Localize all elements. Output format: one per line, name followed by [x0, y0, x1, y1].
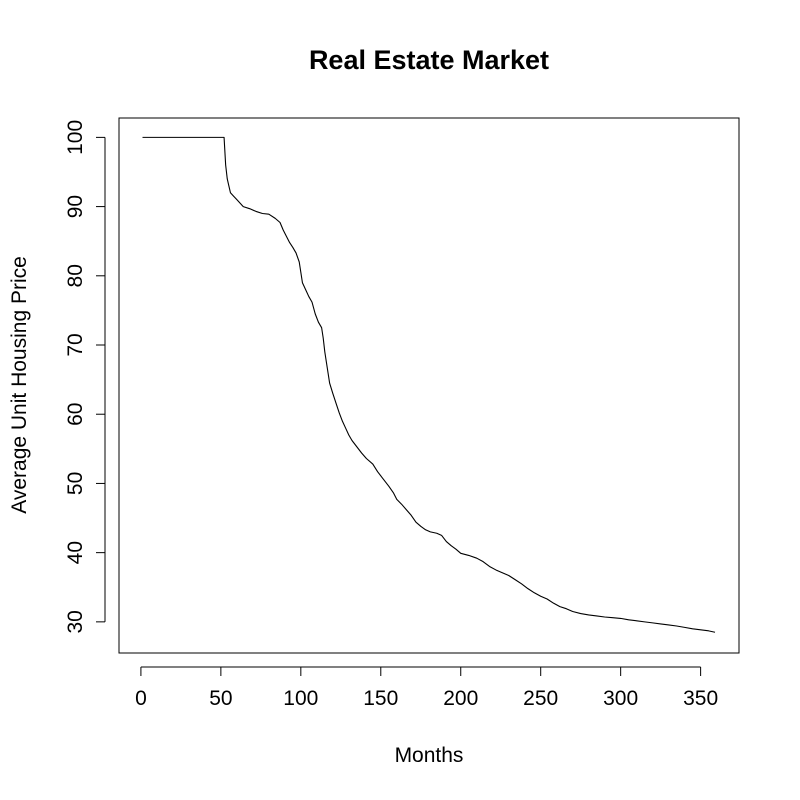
- y-axis: 30 40 50 60 70 80 90 100: [64, 120, 106, 634]
- x-tick-label: 50: [209, 687, 232, 710]
- y-tick-label: 40: [64, 541, 87, 564]
- x-tick-label: 150: [363, 687, 398, 710]
- x-tick-label: 250: [523, 687, 558, 710]
- y-tick-label: 70: [64, 333, 87, 356]
- plot-frame: [118, 117, 740, 654]
- x-tick-label: 100: [283, 687, 318, 710]
- y-axis-label: Average Unit Housing Price: [8, 256, 31, 514]
- x-tick-label: 350: [683, 687, 718, 710]
- y-tick-label: 80: [64, 264, 87, 287]
- y-tick-label: 90: [64, 195, 87, 218]
- y-tick-label: 50: [64, 472, 87, 495]
- chart-title: Real Estate Market: [309, 45, 549, 75]
- x-axis: 0 50 100 150 200 250 300 350: [135, 666, 718, 710]
- x-tick-label: 300: [603, 687, 638, 710]
- series-line: [142, 136, 716, 633]
- x-tick-label: 0: [135, 687, 147, 710]
- x-tick-label: 200: [443, 687, 478, 710]
- y-tick-label: 60: [64, 403, 87, 426]
- y-tick-label: 100: [64, 120, 87, 155]
- y-tick-label: 30: [64, 610, 87, 633]
- x-axis-label: Months: [395, 744, 464, 767]
